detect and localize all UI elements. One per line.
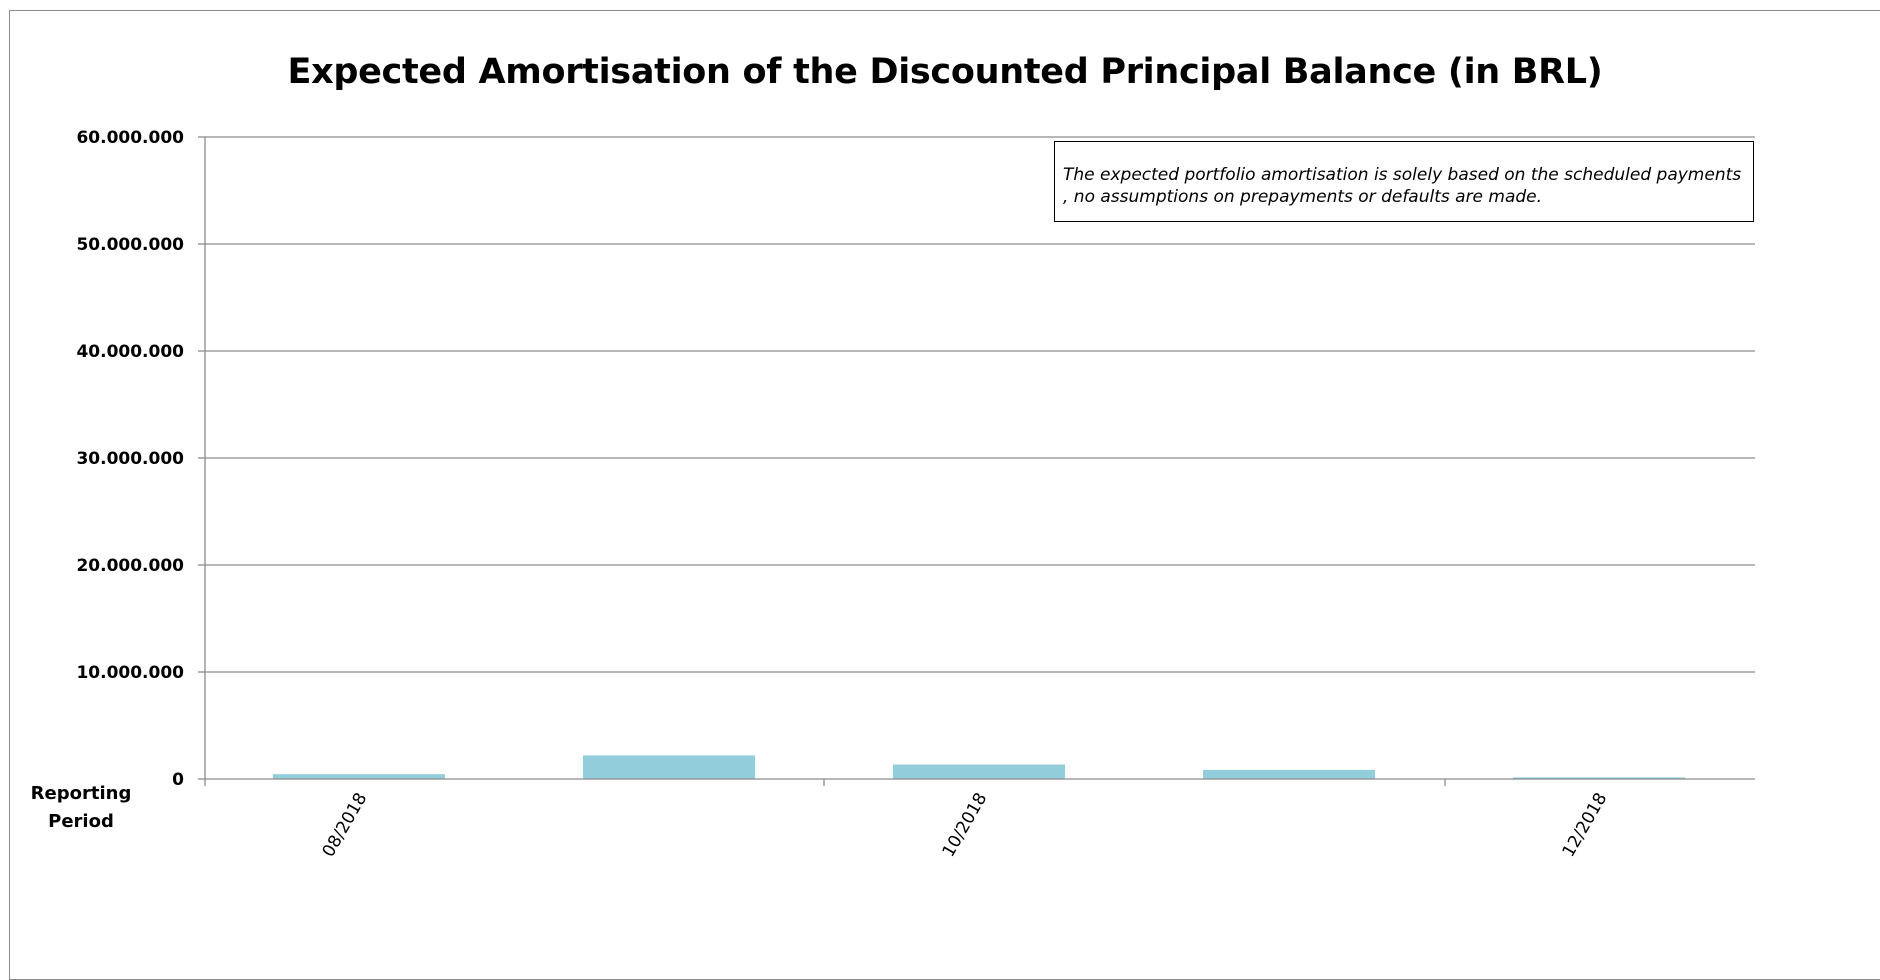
x-tick-label: 08/2018 [319,790,372,861]
axes [198,136,1755,786]
y-tick-label: 40.000.000 [76,342,184,362]
x-axis-label: Reporting Period [30,783,132,832]
x-tick-label: 10/2018 [939,790,992,861]
chart-plot-area: 0 10.000.000 20.000.000 30.000.000 40.000.00… [76,128,1755,861]
y-tick-label: 30.000.000 [76,449,184,469]
y-tick-labels: 0 10.000.000 20.000.000 30.000.000 40.000.00… [76,128,184,790]
bar-11-2018 [1203,769,1375,779]
y-tick-label: 20.000.000 [76,556,184,576]
x-tick-labels: 08/2018 10/2018 12/2018 [319,790,1612,861]
x-tick-label: 12/2018 [1559,790,1612,861]
annotation-box: The expected portfolio amortisation is s… [1054,141,1754,222]
y-tick-label: 60.000.000 [76,128,184,148]
y-tick-label: 10.000.000 [76,663,184,683]
chart-title: Expected Amortisation of the Discounted … [287,52,1603,92]
bar-12-2018 [1513,777,1685,779]
bar-08-2018 [273,774,445,779]
y-tick-label: 0 [172,770,184,790]
bar-10-2018 [893,764,1065,779]
gridlines [205,136,1755,673]
bars [273,755,1685,779]
bar-09-2018 [583,755,755,779]
y-tick-label: 50.000.000 [76,235,184,255]
